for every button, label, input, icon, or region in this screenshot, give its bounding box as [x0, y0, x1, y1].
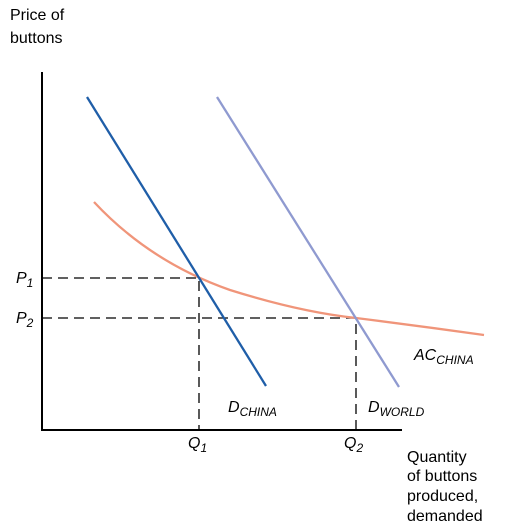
axes: [41, 72, 402, 431]
quantity-label: Q1: [188, 435, 207, 455]
label-line: produced,: [407, 488, 478, 505]
label-sub: 2: [355, 441, 363, 455]
ac-curve: [93, 201, 485, 337]
label-sub: CHINA: [436, 353, 473, 367]
label-base: P: [16, 270, 27, 287]
label-sub: 1: [200, 441, 207, 455]
label-line: buttons: [10, 30, 62, 47]
price-label: P1: [16, 270, 33, 290]
label-base: D: [368, 399, 380, 416]
d-china-line: [86, 96, 267, 387]
label-sub: 2: [26, 316, 34, 330]
price-label: P2: [16, 310, 34, 330]
quantity-label: Q2: [344, 435, 363, 455]
x-axis-label: Quantity of buttons produced, demanded: [407, 449, 483, 525]
label-base: AC: [413, 347, 437, 364]
label-line: Quantity: [407, 449, 467, 466]
curve-label: DWORLD: [368, 399, 425, 419]
label-line: Price of: [10, 7, 65, 24]
label-base: Q: [188, 435, 200, 452]
label-base: P: [16, 310, 27, 327]
curve-label: DCHINA: [228, 399, 277, 419]
label-sub: 1: [27, 276, 34, 290]
label-line: demanded: [407, 508, 483, 525]
label-sub: CHINA: [240, 405, 277, 419]
y-axis-label: Price of buttons: [10, 7, 65, 47]
label-line: of buttons: [407, 468, 477, 485]
label-sub: WORLD: [380, 405, 425, 419]
d-world-line: [216, 96, 400, 388]
curve-label: ACCHINA: [413, 347, 474, 367]
label-base: D: [228, 399, 240, 416]
dashed-guide: [42, 277, 200, 430]
label-base: Q: [344, 435, 356, 452]
guides: [42, 277, 357, 430]
